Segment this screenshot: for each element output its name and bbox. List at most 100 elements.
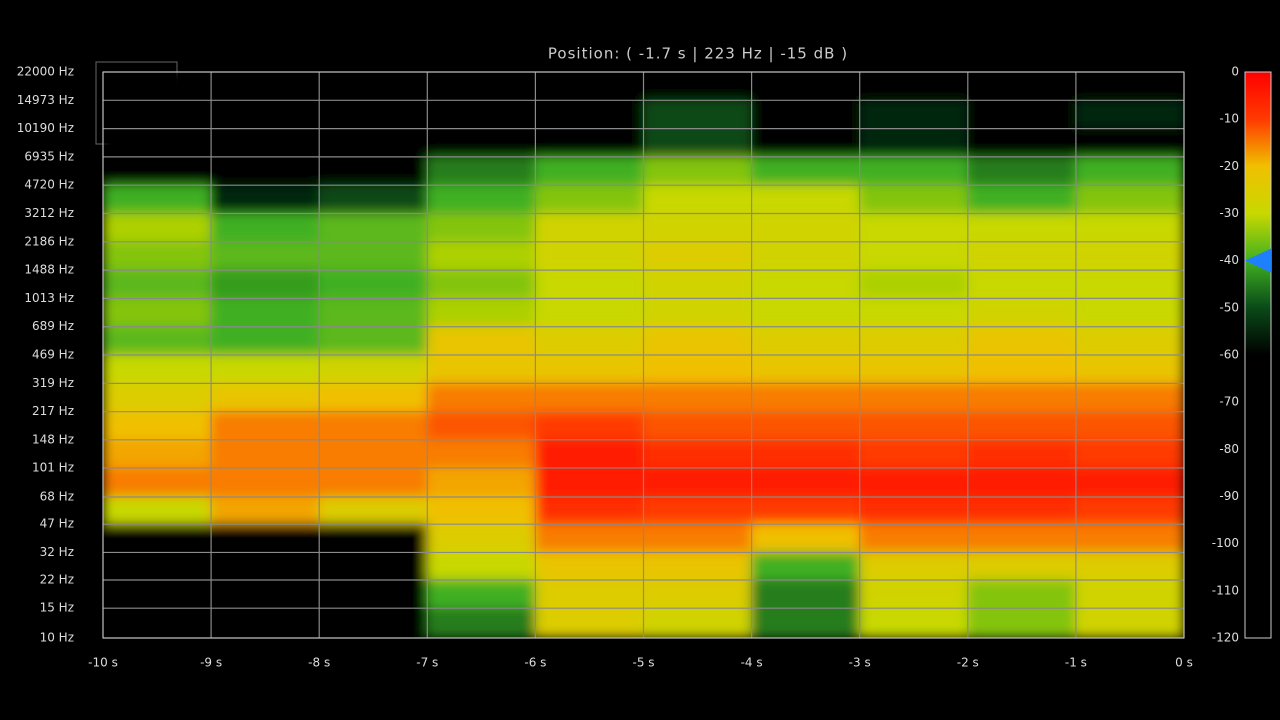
heatmap-cell xyxy=(103,411,212,441)
heatmap-cell xyxy=(534,579,644,609)
heatmap-cell xyxy=(103,326,212,356)
heatmap-cell xyxy=(1075,269,1184,299)
heatmap-cell xyxy=(1075,411,1184,441)
y-tick-label: 2186 Hz xyxy=(24,234,74,248)
heatmap-cell xyxy=(1075,241,1184,271)
y-tick-label: 10190 Hz xyxy=(17,121,74,135)
y-tick-label: 6935 Hz xyxy=(24,149,74,163)
x-tick-label: -4 s xyxy=(741,656,763,670)
heatmap-cell xyxy=(534,551,644,581)
heatmap-cell xyxy=(103,496,212,525)
heatmap-cell xyxy=(859,72,969,101)
heatmap-cell xyxy=(859,467,969,498)
heatmap-cell xyxy=(426,326,536,356)
heatmap-cell xyxy=(859,128,969,158)
heatmap-cell xyxy=(1075,99,1184,130)
heatmap-cell xyxy=(643,128,753,158)
heatmap-cell xyxy=(103,128,212,158)
heatmap-cell xyxy=(318,607,428,638)
y-tick-label: 68 Hz xyxy=(40,490,74,504)
heatmap-cell xyxy=(426,269,536,299)
heatmap-cell xyxy=(103,607,212,638)
heatmap-cell xyxy=(859,269,969,299)
heatmap-cell xyxy=(751,579,861,609)
heatmap-cell xyxy=(859,607,969,638)
heatmap-cell xyxy=(426,297,536,328)
heatmap-cell xyxy=(643,241,753,271)
heatmap-cell xyxy=(859,213,969,243)
heatmap-cell xyxy=(643,99,753,130)
colorbar-tick-label: -10 xyxy=(1219,112,1239,126)
heatmap-cell xyxy=(210,439,320,469)
heatmap-cell xyxy=(103,467,212,498)
heatmap-cell xyxy=(1075,297,1184,328)
colorbar-tick-label: -40 xyxy=(1219,253,1239,267)
y-tick-label: 1488 Hz xyxy=(24,263,74,277)
heatmap-cell xyxy=(426,184,536,215)
heatmap-cell xyxy=(534,297,644,328)
y-tick-label: 217 Hz xyxy=(32,404,74,418)
heatmap-cell xyxy=(318,523,428,553)
y-tick-label: 4720 Hz xyxy=(24,178,74,192)
heatmap-cell xyxy=(751,156,861,186)
heatmap-cell xyxy=(426,354,536,384)
heatmap-cell xyxy=(534,213,644,243)
heatmap-cell xyxy=(318,467,428,498)
heatmap-cell xyxy=(859,439,969,469)
heatmap-cell xyxy=(967,551,1077,581)
colorbar-tick-label: -100 xyxy=(1212,536,1239,550)
heatmap-cell xyxy=(751,326,861,356)
heatmap-cell xyxy=(103,523,212,553)
heatmap-cell xyxy=(967,607,1077,638)
y-tick-label: 1013 Hz xyxy=(24,291,74,305)
heatmap-cell xyxy=(103,439,212,469)
heatmap-cell xyxy=(534,99,644,130)
heatmap-cell xyxy=(426,523,536,553)
heatmap-cell xyxy=(751,467,861,498)
heatmap-cell xyxy=(643,579,753,609)
heatmap-cell xyxy=(1075,184,1184,215)
heatmap-cell xyxy=(426,213,536,243)
y-tick-label: 319 Hz xyxy=(32,376,74,390)
heatmap-cell xyxy=(210,467,320,498)
heatmap-cell xyxy=(426,607,536,638)
colorbar-tick-label: -50 xyxy=(1219,300,1239,314)
heatmap-cell xyxy=(1075,128,1184,158)
heatmap-cell xyxy=(210,382,320,413)
y-tick-label: 148 Hz xyxy=(32,432,74,446)
heatmap-cell xyxy=(643,156,753,186)
colorbar-tick-label: -70 xyxy=(1219,395,1239,409)
heatmap-cell xyxy=(210,156,320,186)
heatmap-cell xyxy=(426,579,536,609)
heatmap-cell xyxy=(318,354,428,384)
heatmap-cell xyxy=(318,184,428,215)
heatmap-cell xyxy=(643,213,753,243)
y-tick-label: 22000 Hz xyxy=(17,65,74,79)
heatmap-cell xyxy=(534,128,644,158)
heatmap-cell xyxy=(103,184,212,215)
heatmap-cell xyxy=(643,326,753,356)
heatmap-cell xyxy=(643,439,753,469)
heatmap-cell xyxy=(210,551,320,581)
heatmap-cell xyxy=(643,382,753,413)
plot-border xyxy=(102,71,1185,639)
heatmap-cell xyxy=(643,523,753,553)
heatmap-cell xyxy=(859,156,969,186)
heatmap-cell xyxy=(967,523,1077,553)
heatmap-cell xyxy=(103,354,212,384)
heatmap-cell xyxy=(967,213,1077,243)
heatmap-cell xyxy=(318,128,428,158)
heatmap-cell xyxy=(210,579,320,609)
heatmap-cell xyxy=(751,411,861,441)
heatmap-cell xyxy=(643,72,753,101)
heatmap-cell xyxy=(859,523,969,553)
heatmap-cell xyxy=(210,241,320,271)
heatmap-cell xyxy=(1075,354,1184,384)
heatmap-cell xyxy=(426,241,536,271)
heatmap-cell xyxy=(210,607,320,638)
heatmap-cell xyxy=(967,326,1077,356)
heatmap-cell xyxy=(751,128,861,158)
heatmap-cell xyxy=(318,213,428,243)
